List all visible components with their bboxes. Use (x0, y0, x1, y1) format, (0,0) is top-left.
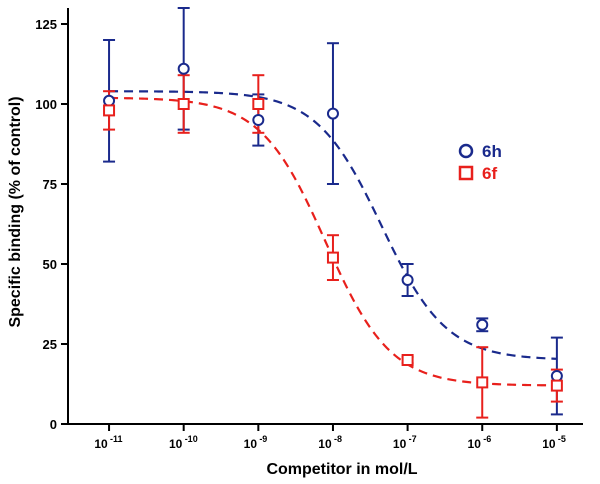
x-tick-label-group: 10 -7 (393, 434, 417, 451)
x-tick-label-exponent: -9 (259, 434, 267, 444)
data-point-6f (252, 98, 265, 110)
x-tick-label-exponent: -8 (334, 434, 342, 444)
data-point-6h (401, 274, 414, 286)
data-point-6f (177, 98, 190, 110)
data-point-6h (252, 114, 265, 126)
legend-marker-6h (458, 143, 474, 159)
legend-label-6h: 6h (482, 142, 502, 161)
error-bars (103, 7, 563, 419)
x-tick-label-base: 10 (244, 437, 258, 451)
x-tick-label-base: 10 (94, 437, 108, 451)
x-tick-label-exponent: -5 (558, 434, 566, 444)
y-tick-label: 25 (43, 337, 57, 352)
legend-marker-6f (458, 165, 474, 181)
x-tick-label-exponent: -7 (409, 434, 417, 444)
data-point-6h (177, 62, 190, 75)
x-axis-title: Competitor in mol/L (266, 461, 417, 478)
y-axis-title: Specific binding (% of control) (7, 96, 24, 327)
x-tick-label-group: 10 -11 (94, 434, 122, 451)
data-point-6h (476, 318, 489, 331)
data-point-6h (103, 94, 116, 107)
x-tick-label-base: 10 (393, 437, 407, 451)
x-tick-label-group: 10 -5 (542, 434, 566, 451)
x-tick-label-group: 10 -8 (318, 434, 342, 451)
x-tick-label-group: 10 -9 (244, 434, 268, 451)
x-tick-label-group: 10 -6 (468, 434, 492, 451)
x-tick-label-base: 10 (542, 437, 556, 451)
y-tick-label: 0 (50, 417, 57, 432)
x-tick-label-base: 10 (169, 437, 183, 451)
y-tick-label: 125 (35, 17, 57, 32)
data-markers (103, 62, 563, 392)
x-tick-label-group: 10 -10 (169, 434, 198, 451)
data-point-6f (550, 379, 563, 392)
data-point-6f (401, 354, 414, 366)
y-tick-label: 75 (43, 177, 57, 192)
data-point-6h (326, 107, 339, 120)
x-tick-label-exponent: -6 (483, 434, 491, 444)
x-tick-label-base: 10 (468, 437, 482, 451)
data-point-6f (326, 251, 339, 264)
x-tick-label-exponent: -11 (110, 434, 123, 444)
x-tick-label-exponent: -10 (185, 434, 198, 444)
x-tick-label-base: 10 (318, 437, 332, 451)
y-tick-label: 50 (43, 257, 57, 272)
data-point-6h (550, 370, 563, 382)
data-point-6f (476, 376, 489, 389)
y-tick-label: 100 (35, 97, 57, 112)
legend-label-6f: 6f (482, 164, 497, 183)
data-point-6f (103, 104, 116, 117)
